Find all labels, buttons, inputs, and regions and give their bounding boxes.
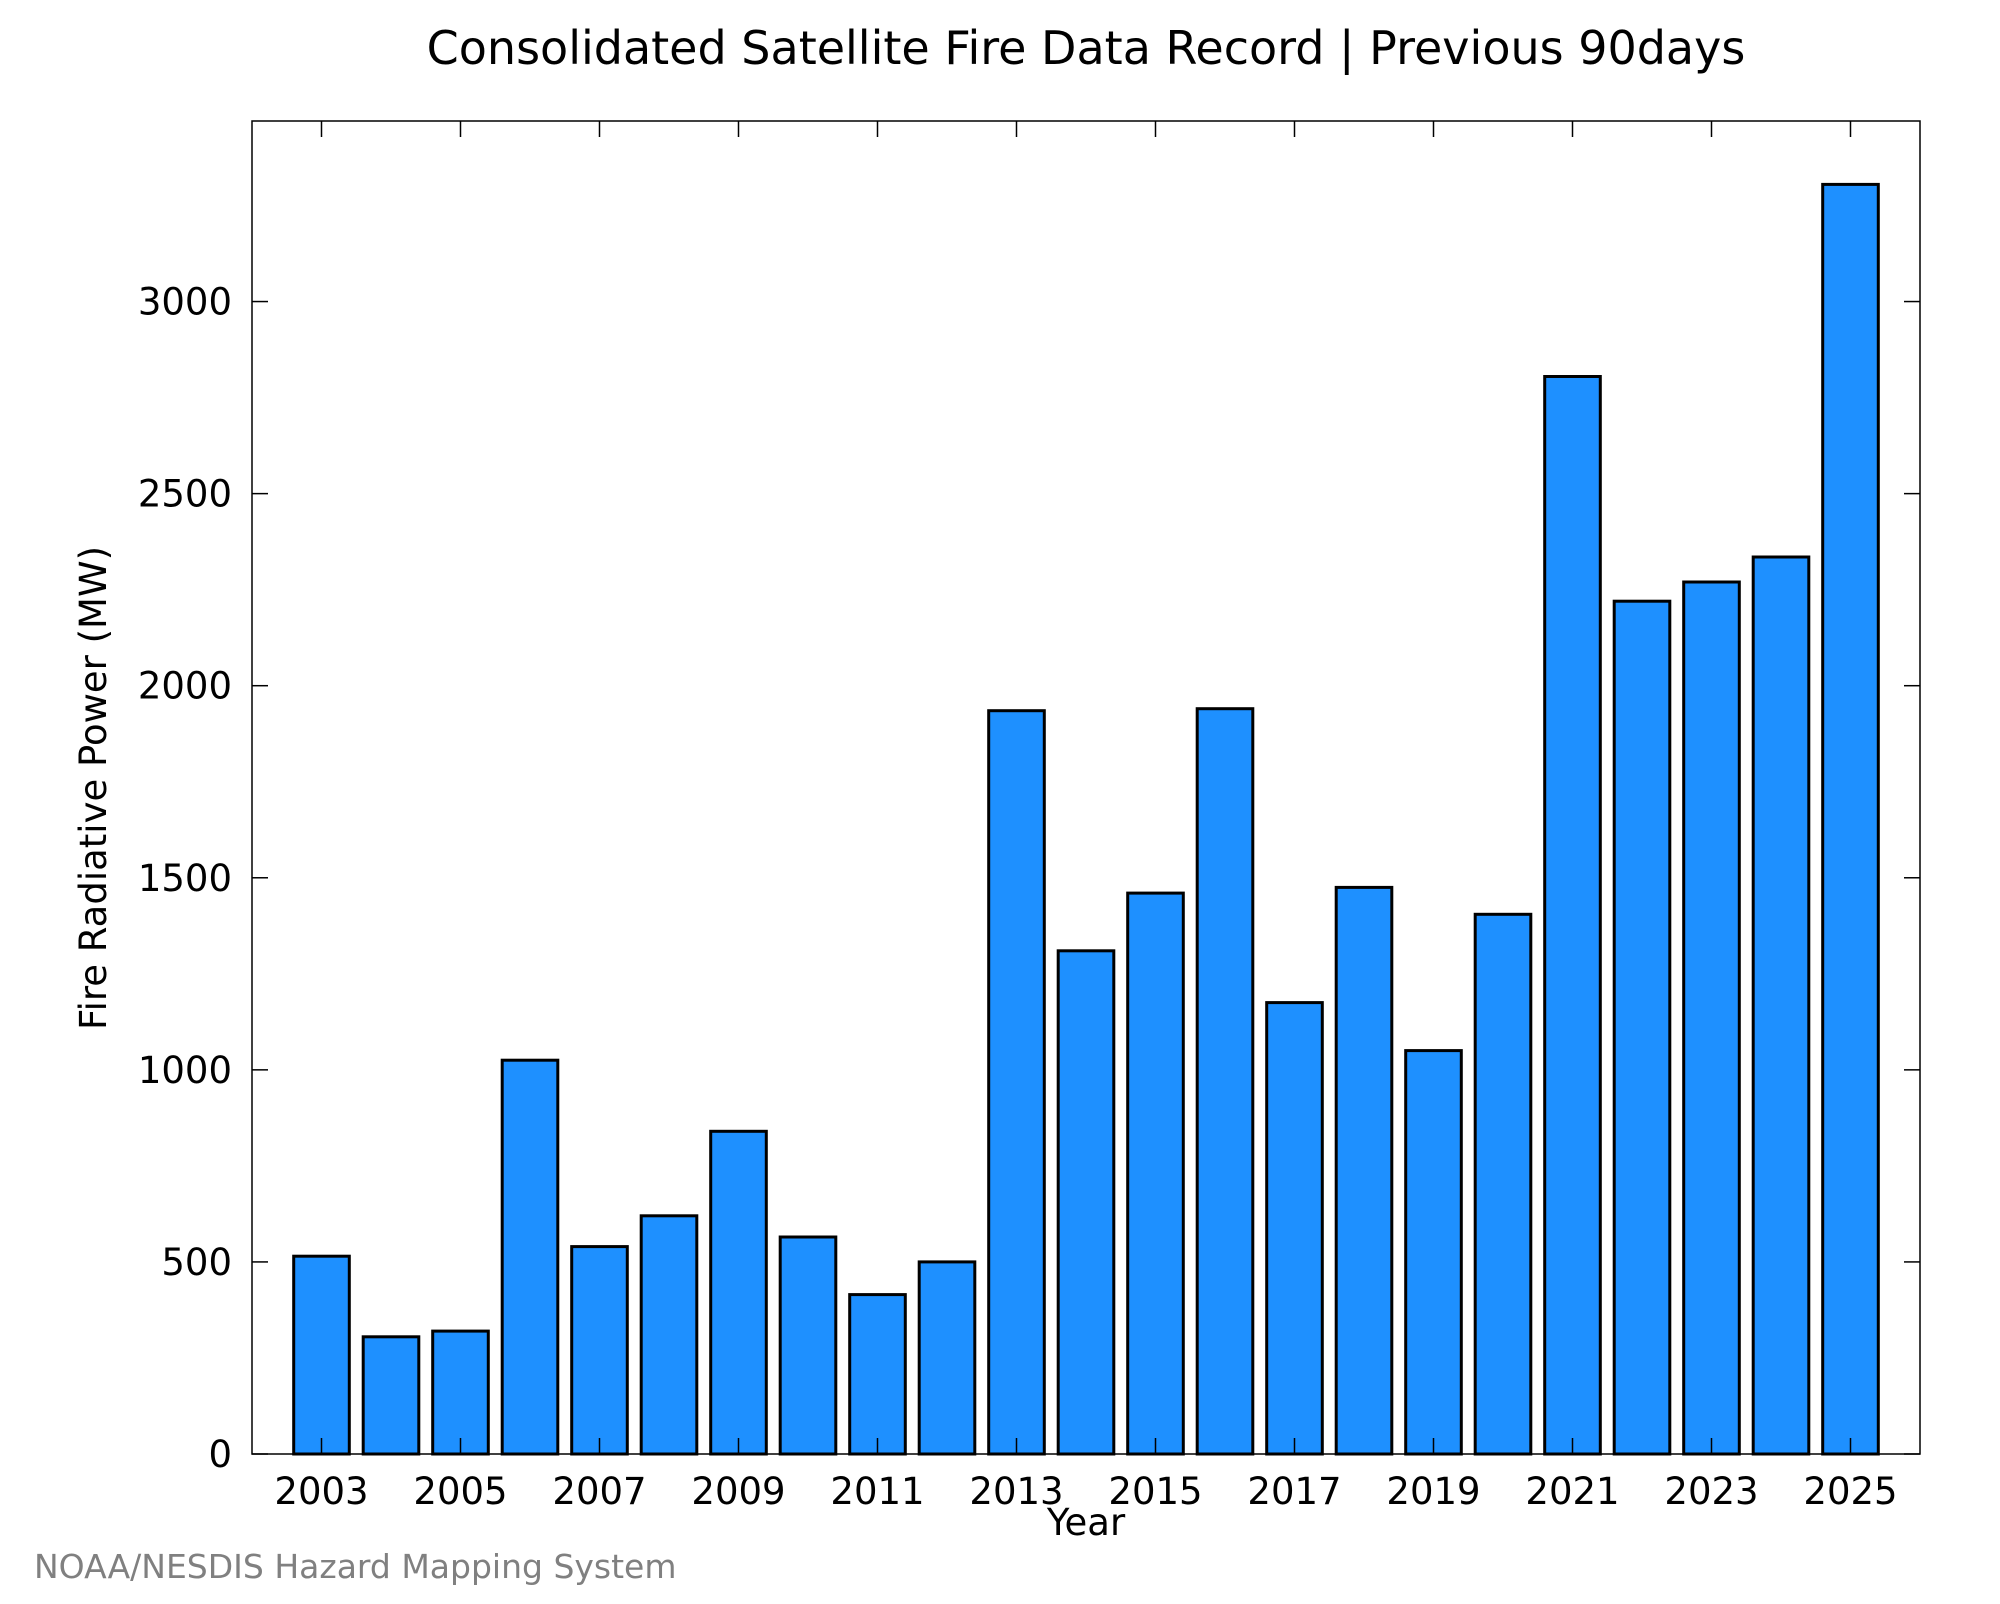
bar-2005 xyxy=(431,1329,490,1456)
y-tick-label: 500 xyxy=(161,1241,232,1284)
x-tick-label: 2003 xyxy=(274,1470,368,1513)
y-tick-label: 2000 xyxy=(138,665,232,708)
x-tick-label: 2019 xyxy=(1386,1470,1480,1513)
bar-2015 xyxy=(1126,891,1185,1456)
bar-2025 xyxy=(1821,182,1880,1456)
bar-2008 xyxy=(639,1214,699,1456)
y-axis-label: Fire Radiative Power (MW) xyxy=(72,546,115,1030)
bar-2011 xyxy=(848,1293,907,1456)
x-tick-label: 2009 xyxy=(691,1470,785,1513)
source-attribution: NOAA/NESDIS Hazard Mapping System xyxy=(34,1547,677,1586)
bar-2023 xyxy=(1682,580,1741,1456)
ticks-layer: 2003 2005 2007 2009 2011 2013 2015 2017 2019 2021… xyxy=(138,121,1920,1513)
x-axis-label: Year xyxy=(1046,1501,1126,1544)
y-tick-label: 0 xyxy=(208,1433,232,1476)
bar-2009 xyxy=(709,1129,768,1456)
bar-2014 xyxy=(1056,949,1116,1456)
bar-2004 xyxy=(361,1335,421,1456)
x-tick-label: 2015 xyxy=(1108,1470,1202,1513)
y-tick-label: 1000 xyxy=(138,1049,232,1092)
y-tick-label: 1500 xyxy=(138,857,232,900)
bar-2007 xyxy=(570,1245,629,1456)
x-tick-label: 2005 xyxy=(413,1470,507,1513)
x-tick-label: 2007 xyxy=(552,1470,646,1513)
bar-2021 xyxy=(1543,375,1602,1456)
x-tick-label: 2017 xyxy=(1247,1470,1341,1513)
plot-frame xyxy=(251,120,1921,1455)
y-tick-label: 2500 xyxy=(138,473,232,516)
x-tick-label: 2025 xyxy=(1803,1470,1897,1513)
x-tick-label: 2023 xyxy=(1664,1470,1758,1513)
bar-2019 xyxy=(1404,1049,1463,1456)
bars-layer xyxy=(292,182,1880,1456)
bar-2017 xyxy=(1265,1001,1324,1456)
bar-2006 xyxy=(500,1058,560,1456)
x-tick-label: 2011 xyxy=(830,1470,924,1513)
bar-2003 xyxy=(292,1254,351,1456)
bar-2020 xyxy=(1473,912,1533,1456)
bar-2024 xyxy=(1751,555,1811,1456)
bar-2012 xyxy=(917,1260,977,1456)
bar-2010 xyxy=(778,1235,838,1456)
bar-2022 xyxy=(1612,599,1672,1456)
bar-2018 xyxy=(1334,885,1394,1456)
y-tick-label: 3000 xyxy=(138,281,232,324)
x-tick-label: 2021 xyxy=(1525,1470,1619,1513)
bar-2013 xyxy=(987,709,1046,1456)
chart-title: Consolidated Satellite Fire Data Record … xyxy=(427,21,1746,76)
x-tick-label: 2013 xyxy=(969,1470,1063,1513)
bar-2016 xyxy=(1195,707,1255,1456)
